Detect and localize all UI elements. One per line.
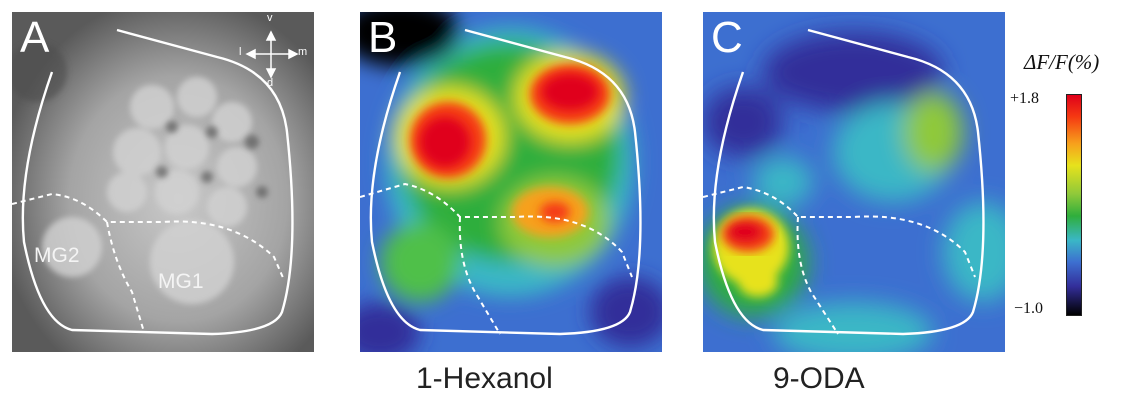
panel-b-hexanol-heatmap: B xyxy=(360,12,662,352)
panel-letter-a: A xyxy=(20,13,50,62)
panel-letter-c: C xyxy=(711,13,743,62)
oda-response-map xyxy=(703,12,1005,352)
hexanol-response-map xyxy=(360,12,662,352)
panel-letter-b: B xyxy=(368,13,398,62)
caption-hexanol: 1-Hexanol xyxy=(416,362,553,395)
compass-label-medial: m xyxy=(298,46,308,58)
panel-c-oda-heatmap: C xyxy=(703,12,1005,352)
colorbar-max-label: +1.8 xyxy=(1010,90,1040,107)
glomerulus-outline xyxy=(21,28,294,336)
glomerulus-outline xyxy=(369,28,642,336)
mg1-mg2-divider-dashed xyxy=(106,221,145,333)
region-label-mg2: MG2 xyxy=(34,244,80,267)
compass-label-lateral: l xyxy=(239,46,242,58)
grayscale-micrograph xyxy=(12,12,314,352)
mg-boundary-dashed xyxy=(360,182,633,278)
compass-label-dorsal: d xyxy=(267,77,274,89)
mg1-mg2-divider-dashed xyxy=(458,216,501,335)
compass-label-ventral: v xyxy=(267,12,273,24)
glomerulus-outline xyxy=(712,28,985,336)
region-label-mg1: MG1 xyxy=(158,270,204,293)
mg-boundary-dashed xyxy=(703,185,976,278)
colorbar-gradient xyxy=(1066,94,1082,316)
mg-boundary-dashed xyxy=(12,192,285,281)
caption-oda: 9-ODA xyxy=(773,362,865,395)
orientation-compass xyxy=(245,30,299,79)
panel-a-grayscale-image: A MG2 MG1 v d l m xyxy=(12,12,314,352)
mg1-mg2-divider-dashed xyxy=(796,216,839,335)
colorbar-title: ΔF/F(%) xyxy=(1024,50,1100,74)
colorbar-min-label: −1.0 xyxy=(1014,300,1044,317)
